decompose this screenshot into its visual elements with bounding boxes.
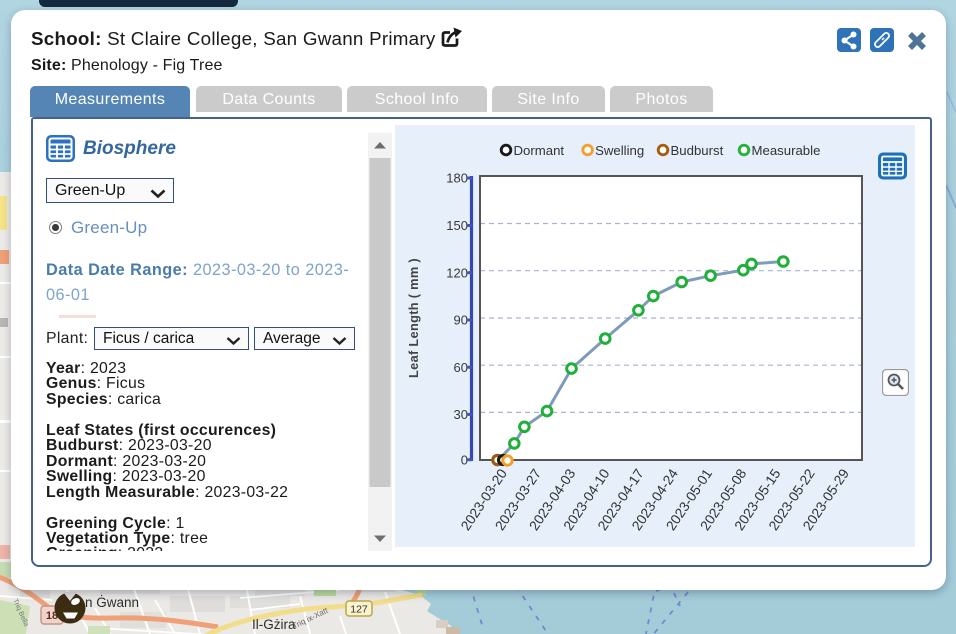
- svg-text:n Ġwann: n Ġwann: [85, 595, 139, 610]
- svg-text:120: 120: [446, 265, 468, 280]
- svg-text:Leaf Length ( mm ): Leaf Length ( mm ): [406, 258, 421, 378]
- svg-text:150: 150: [446, 218, 468, 233]
- svg-text:Dormant: Dormant: [514, 143, 565, 158]
- svg-text:Budburst: Budburst: [671, 143, 724, 158]
- svg-text:127: 127: [350, 604, 368, 616]
- svg-text:Swelling: Swelling: [595, 143, 644, 158]
- svg-text:0: 0: [461, 452, 468, 467]
- svg-text:180: 180: [446, 171, 468, 186]
- svg-text:Il-Gżira: Il-Gżira: [252, 617, 296, 632]
- svg-text:90: 90: [454, 313, 468, 328]
- svg-text:60: 60: [454, 360, 468, 375]
- svg-text:30: 30: [454, 407, 468, 422]
- svg-text:18: 18: [46, 610, 58, 622]
- svg-text:Measurable: Measurable: [752, 143, 821, 158]
